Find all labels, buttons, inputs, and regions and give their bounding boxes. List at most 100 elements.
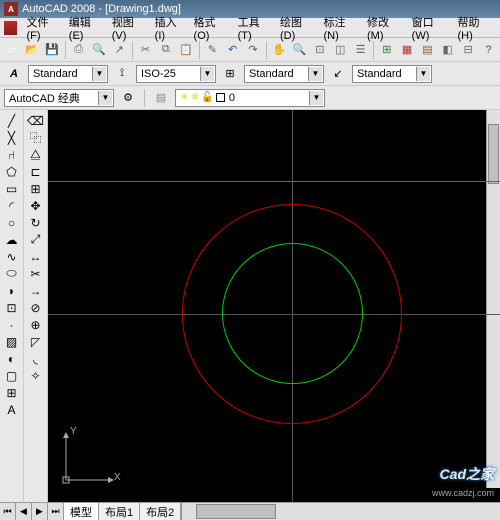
table-style-icon[interactable]: ⊞ <box>220 64 240 84</box>
layer-value: 0 <box>229 92 235 104</box>
tab-first-icon[interactable]: ⏮ <box>0 503 16 520</box>
save-button[interactable]: 💾 <box>43 40 62 60</box>
tp-button[interactable]: ▦ <box>397 40 416 60</box>
menu-item[interactable]: 工具(T) <box>235 14 275 42</box>
circle-tool[interactable]: ○ <box>2 214 22 231</box>
preview-button[interactable]: 🔍 <box>89 40 108 60</box>
earc-tool[interactable]: ◗ <box>2 282 22 299</box>
menu-item[interactable]: 文件(F) <box>23 14 63 42</box>
xline-tool[interactable]: ╳ <box>2 129 22 146</box>
layer-combo[interactable]: ☀❄🔓 0 ▼ <box>175 89 325 107</box>
fillet-tool[interactable]: ◟ <box>26 350 46 367</box>
layout-tab[interactable]: 模型 <box>64 503 99 520</box>
line-tool[interactable]: ╱ <box>2 112 22 129</box>
menu-item[interactable]: 视图(V) <box>109 14 150 42</box>
array-tool[interactable]: ⊞ <box>26 180 46 197</box>
join-tool[interactable]: ⊕ <box>26 316 46 333</box>
redo-button[interactable]: ↷ <box>243 40 262 60</box>
new-button[interactable]: ▱ <box>2 40 21 60</box>
menu-item[interactable]: 帮助(H) <box>455 14 497 42</box>
calc-button[interactable]: ⊟ <box>458 40 477 60</box>
workspace-settings-icon[interactable]: ⚙ <box>118 88 138 108</box>
point-tool[interactable]: · <box>2 316 22 333</box>
layout-tab[interactable]: 布局2 <box>140 503 181 520</box>
mleader-style-combo[interactable]: Standard▼ <box>352 65 432 83</box>
menu-item[interactable]: 编辑(E) <box>66 14 107 42</box>
copy-tool[interactable]: ⿻ <box>26 129 46 146</box>
block-tool[interactable]: ⊡ <box>2 299 22 316</box>
spline-tool[interactable]: ∿ <box>2 248 22 265</box>
text-style-icon[interactable]: A <box>4 64 24 84</box>
layer-props-icon[interactable]: ▤ <box>151 88 171 108</box>
extend-tool[interactable]: → <box>26 282 46 299</box>
move-tool[interactable]: ✥ <box>26 197 46 214</box>
dim-style-combo[interactable]: ISO-25▼ <box>136 65 216 83</box>
menu-item[interactable]: 修改(M) <box>364 14 407 42</box>
text-tool[interactable]: A <box>2 401 22 418</box>
table-style-combo[interactable]: Standard▼ <box>244 65 324 83</box>
ssm-button[interactable]: ▤ <box>418 40 437 60</box>
divider <box>266 41 267 59</box>
help-button[interactable]: ? <box>479 40 498 60</box>
vertical-scrollbar[interactable] <box>486 110 500 488</box>
polygon-tool[interactable]: ⬠ <box>2 163 22 180</box>
drawing-canvas[interactable]: X Y Cad之家 www.cadzj.com <box>48 110 500 502</box>
props-button[interactable]: ☰ <box>351 40 370 60</box>
cut-button[interactable]: ✂ <box>136 40 155 60</box>
divider <box>144 89 145 107</box>
rect-tool[interactable]: ▭ <box>2 180 22 197</box>
tab-prev-icon[interactable]: ◀ <box>16 503 32 520</box>
watermark: Cad之家 <box>440 464 494 484</box>
explode-tool[interactable]: ✧ <box>26 367 46 384</box>
arc-tool[interactable]: ◜ <box>2 197 22 214</box>
pan-button[interactable]: ✋ <box>270 40 289 60</box>
layout-tab[interactable]: 布局1 <box>99 503 140 520</box>
publish-button[interactable]: ↗ <box>110 40 129 60</box>
copy-button[interactable]: ⧉ <box>156 40 175 60</box>
mleader-style-icon[interactable]: ↙ <box>328 64 348 84</box>
zoomw-button[interactable]: ⊡ <box>310 40 329 60</box>
layer-states-icons: ☀❄🔓 <box>180 92 225 103</box>
paste-button[interactable]: 📋 <box>176 40 195 60</box>
stretch-tool[interactable]: ↔ <box>26 248 46 265</box>
mirror-tool[interactable]: ⧋ <box>26 146 46 163</box>
region-tool[interactable]: ▢ <box>2 367 22 384</box>
ellipse-tool[interactable]: ⬭ <box>2 265 22 282</box>
dc-button[interactable]: ⊞ <box>377 40 396 60</box>
scrollbar-thumb[interactable] <box>196 504 276 519</box>
rotate-tool[interactable]: ↻ <box>26 214 46 231</box>
offset-tool[interactable]: ⊏ <box>26 163 46 180</box>
erase-tool[interactable]: ⌫ <box>26 112 46 129</box>
hatch-tool[interactable]: ▨ <box>2 333 22 350</box>
open-button[interactable]: 📂 <box>22 40 41 60</box>
match-button[interactable]: ✎ <box>203 40 222 60</box>
mark-button[interactable]: ◧ <box>438 40 457 60</box>
horizontal-scrollbar[interactable] <box>181 503 500 520</box>
dim-style-icon[interactable]: ⟟ <box>112 64 132 84</box>
zoom-button[interactable]: 🔍 <box>290 40 309 60</box>
workspace-combo[interactable]: AutoCAD 经典▼ <box>4 89 114 107</box>
print-button[interactable]: ⎙ <box>69 40 88 60</box>
menu-item[interactable]: 窗口(W) <box>409 14 453 42</box>
break-tool[interactable]: ⊘ <box>26 299 46 316</box>
menu-item[interactable]: 格式(O) <box>191 14 233 42</box>
table-tool[interactable]: ⊞ <box>2 384 22 401</box>
chamfer-tool[interactable]: ◸ <box>26 333 46 350</box>
scale-tool[interactable]: ⤢ <box>26 231 46 248</box>
menu-item[interactable]: 绘图(D) <box>277 14 319 42</box>
menu-item[interactable]: 插入(I) <box>152 14 189 42</box>
tab-next-icon[interactable]: ▶ <box>32 503 48 520</box>
menu-item[interactable]: 标注(N) <box>320 14 362 42</box>
undo-button[interactable]: ↶ <box>223 40 242 60</box>
dim-style-value: ISO-25 <box>141 68 176 80</box>
pline-tool[interactable]: ⑁ <box>2 146 22 163</box>
revcloud-tool[interactable]: ☁ <box>2 231 22 248</box>
app-menu-icon[interactable] <box>4 21 17 35</box>
text-style-combo[interactable]: Standard▼ <box>28 65 108 83</box>
circle-1[interactable] <box>222 243 363 384</box>
zoomp-button[interactable]: ◫ <box>331 40 350 60</box>
scrollbar-thumb[interactable] <box>488 124 499 184</box>
grad-tool[interactable]: ◐ <box>2 350 22 367</box>
tab-last-icon[interactable]: ⏭ <box>48 503 64 520</box>
trim-tool[interactable]: ✂ <box>26 265 46 282</box>
